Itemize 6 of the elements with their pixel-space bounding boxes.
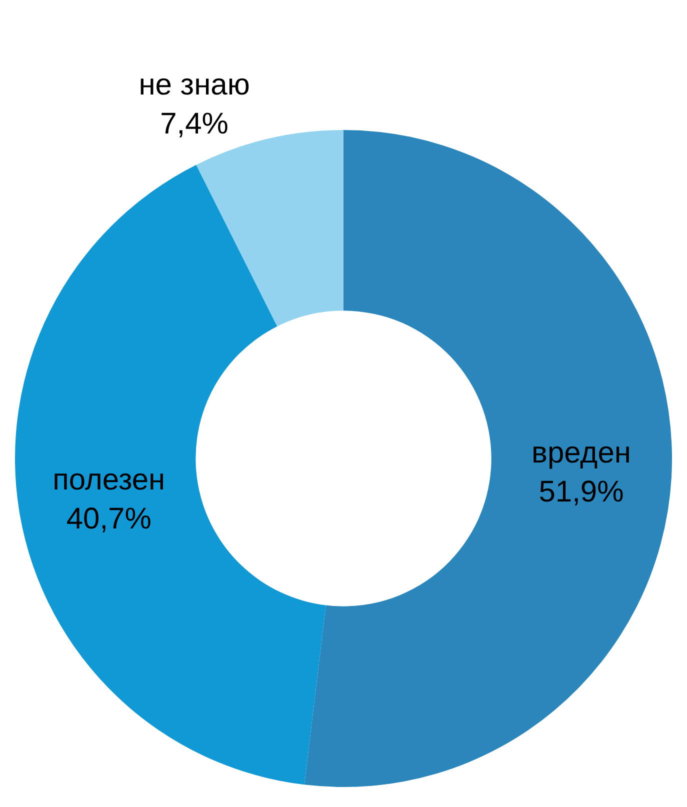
slice-label: полезен: [52, 463, 166, 496]
data-label: 51,9%: [538, 476, 624, 509]
data-label: 40,7%: [66, 502, 152, 536]
slice-label: вреден: [532, 436, 631, 470]
data-label: 7,4%: [160, 108, 228, 141]
slice-label: не знаю: [138, 68, 250, 102]
